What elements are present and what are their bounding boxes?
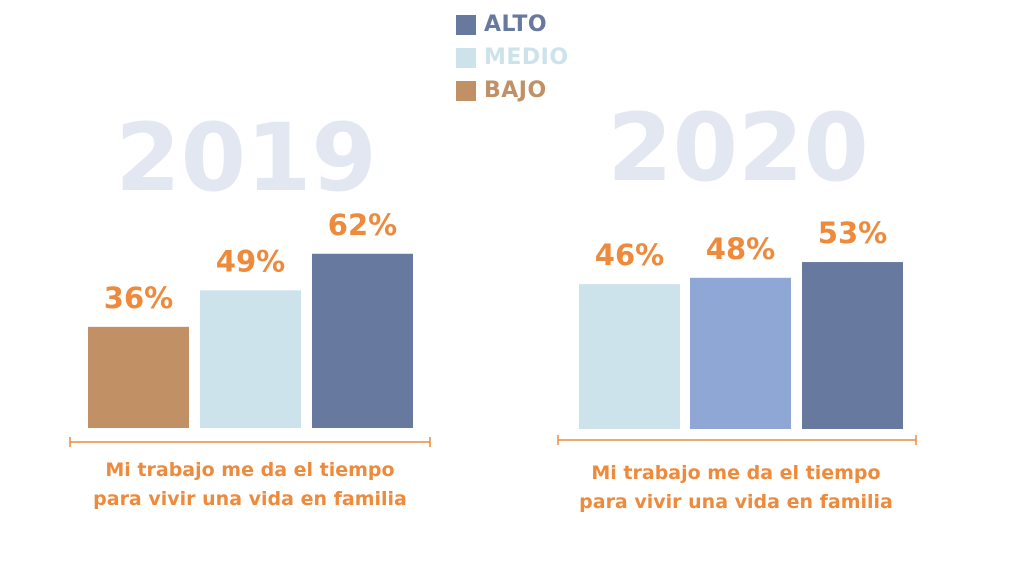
value-label-2020-3: 53% (818, 216, 887, 250)
bar-2020-2 (690, 277, 791, 429)
legend-swatch-alto (456, 14, 476, 35)
chart-title-2019: 2019 (115, 104, 377, 213)
legend-swatch-medio (456, 47, 476, 68)
bar-2019-2 (200, 290, 301, 428)
chart-2020-caption-line-2: para vivir una vida en familia (579, 491, 893, 513)
bar-2019-1 (88, 326, 189, 428)
legend-label-medio: MEDIO (484, 45, 569, 70)
legend-swatch-bajo (456, 80, 476, 101)
chart-2019-caption: Mi trabajo me da el tiempo para vivir un… (30, 456, 470, 514)
legend-item-bajo: BAJO (456, 74, 569, 107)
value-label-2020-1: 46% (595, 238, 664, 272)
bar-2020-1 (579, 284, 680, 429)
chart-2020-caption: Mi trabajo me da el tiempo para vivir un… (516, 459, 956, 517)
value-label-2019-1: 36% (104, 281, 173, 315)
value-label-2019-2: 49% (216, 244, 285, 278)
chart-title-2020: 2020 (607, 94, 869, 203)
legend-item-alto: ALTO (456, 8, 569, 41)
value-label-2019-3: 62% (328, 208, 397, 242)
legend-label-bajo: BAJO (484, 78, 547, 103)
bar-2020-3 (802, 262, 903, 429)
chart-2020-caption-line-1: Mi trabajo me da el tiempo (591, 462, 881, 484)
chart-2019-caption-line-2: para vivir una vida en familia (93, 488, 407, 510)
legend-item-medio: MEDIO (456, 41, 569, 74)
value-label-2020-2: 48% (706, 232, 775, 266)
legend-label-alto: ALTO (484, 12, 548, 37)
bar-2019-3 (312, 253, 413, 428)
legend: ALTO MEDIO BAJO (456, 8, 569, 107)
chart-2019-caption-line-1: Mi trabajo me da el tiempo (105, 459, 395, 481)
